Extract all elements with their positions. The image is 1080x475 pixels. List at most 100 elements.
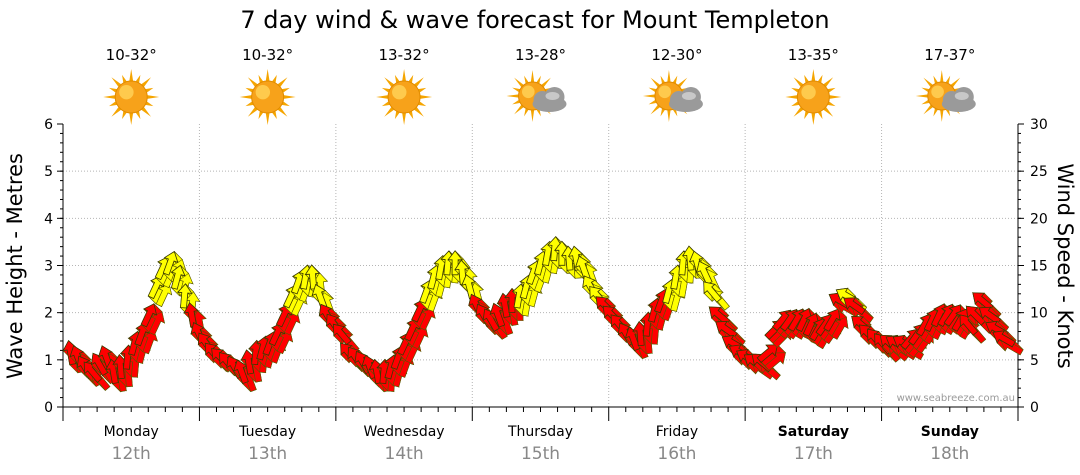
sun-ray [667,70,671,83]
sun-ray [536,75,541,84]
wind-arrow-face [943,304,962,327]
sun-ray [804,110,810,120]
temperature-label: 13-32° [379,46,430,64]
sun-ray [129,112,134,125]
wind-arrow-face [715,320,738,339]
temperature-label: 12-30° [651,46,702,64]
sun-ray [921,99,930,105]
wind-arrow-face [332,323,352,346]
wind-arrow-face [978,306,1002,325]
sun-ray [642,94,656,98]
temperature-label: 17-37° [924,46,975,64]
wind-arrow [140,302,166,336]
wind-arrow [696,260,721,293]
sun-ray [418,87,427,93]
sun-ray [804,74,810,84]
sun-ray [933,108,939,117]
wind-arrow-face [574,255,591,281]
wind-arrow [756,344,787,371]
y-tick-label: 6 [44,117,53,133]
sun-ray [381,87,391,93]
sun-ray [384,77,395,88]
sun-ray [950,77,961,88]
sun-ray [785,95,798,99]
wind-arrow [97,345,122,378]
sun-ray [940,70,944,83]
day-label: Sunday [921,424,979,440]
date-label: 16th [657,444,696,464]
sun-highlight [255,85,271,100]
wind-arrow-face [461,274,477,300]
wind-arrow [147,274,173,308]
sun-highlight [522,85,535,99]
sun-ray [402,112,406,125]
sun-ray [245,87,254,93]
wind-arrow-face [823,308,841,332]
date-label: 14th [385,444,424,464]
sun-ray [381,101,391,107]
sun-ray [827,87,836,93]
day-axis: Monday 12th Tuesday 13th Wednesday 14th Thursd… [62,406,1019,464]
y2-tick-label: 25 [1030,164,1048,180]
date-label: 17th [794,444,833,464]
sun-ray [817,110,823,120]
sun-ray [145,101,154,107]
wind-arrow-face [304,264,321,290]
sun-ray [933,75,939,84]
cloud-highlight [681,92,696,100]
sun-ray [791,87,800,93]
watermark: www.seabreeze.com.au [897,393,1015,404]
wind-arrow-face [696,260,713,285]
wind-arrow-face [959,314,979,336]
sun-ray [817,74,823,84]
wind-arrow-face [162,250,179,276]
y2-tick-label: 30 [1030,117,1048,133]
wind-arrow-back [148,311,165,336]
day-label: Friday [656,424,698,440]
sun-ray [823,77,834,88]
day-label: Monday [104,424,159,440]
sun-ray [141,106,152,117]
y-tick-label: 5 [44,164,53,180]
y-axis-title: Wave Height - Metres [3,153,27,379]
date-label: 15th [521,444,560,464]
sun-ray [648,99,657,105]
sun-ray [506,94,519,98]
wind-arrow-face [90,352,109,377]
sun-ray [281,101,290,107]
sun-ray [281,87,290,93]
wind-arrow [992,330,1024,356]
sun-ray [145,87,154,93]
wind-arrow [702,281,730,311]
chart-title: 7 day wind & wave forecast for Mount Tem… [240,6,829,34]
wind-arrows [62,235,1024,393]
wind-arrow-face [233,359,249,385]
sun-ray [945,108,951,117]
sun-ray [394,110,400,120]
sun-cloud-icon [642,70,703,122]
sun-ray [524,75,529,84]
sun-ray [793,77,804,88]
sun-ray [512,87,521,93]
day-label: Wednesday [364,424,445,440]
sun-ray [277,106,288,117]
sun-ray [419,95,433,99]
sun-ray [418,101,427,107]
weather-row: 10-32° 10-32° 13-32° 13-28° 12-30° 13-35° 17-3… [103,46,976,125]
sun-ray [530,70,535,83]
wind-arrow-face [547,235,563,262]
sun-ray [413,77,424,88]
sun-ray [239,95,252,99]
sun-ray [402,69,406,82]
sun-ray [512,99,521,105]
temperature-label: 13-28° [515,46,566,64]
wind-arrow-face [972,292,994,312]
sun-ray [915,94,928,98]
sun-ray [945,75,951,84]
sun-ray [265,69,270,82]
y-tick-label: 0 [44,400,53,416]
sun-ray [277,77,288,88]
sun-ray [111,77,122,88]
sun-ray [384,106,395,117]
